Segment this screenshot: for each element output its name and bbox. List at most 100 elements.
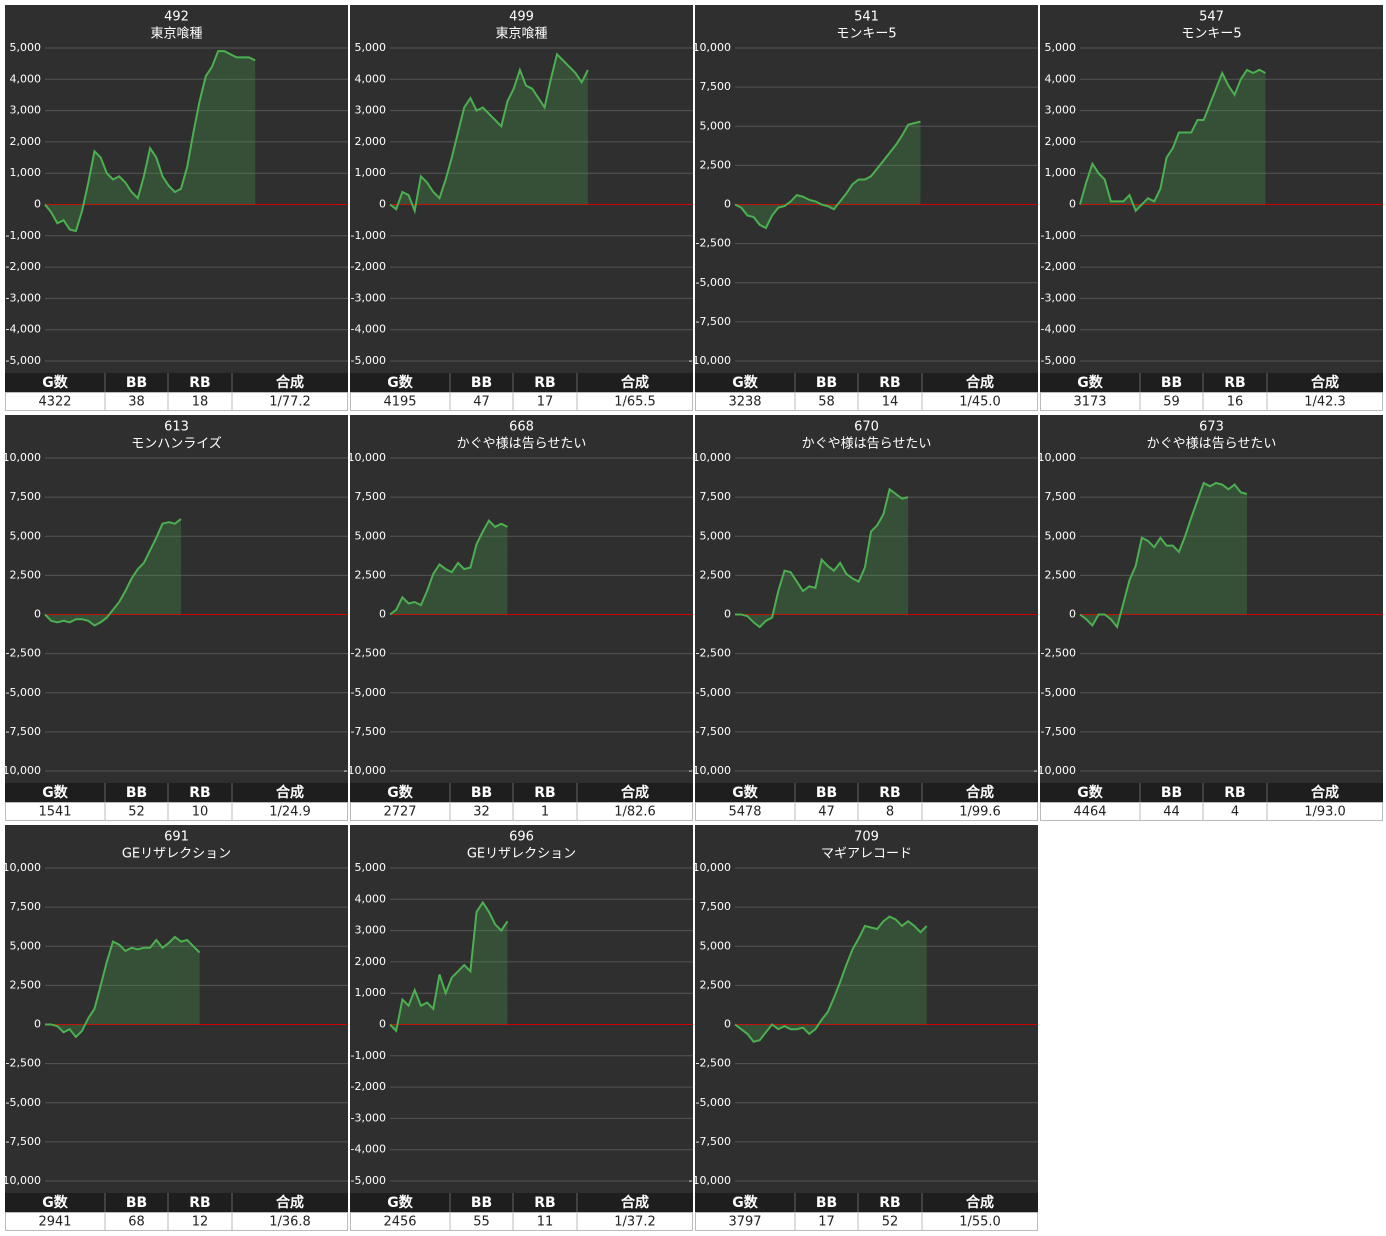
y-tick-label: 0 [34, 1018, 41, 1031]
y-tick-label: -7,500 [696, 1135, 731, 1148]
table-header-bg [695, 1193, 1038, 1212]
y-tick-label: 7,500 [355, 490, 387, 503]
y-tick-label: 10,000 [348, 451, 387, 464]
table-header: 合成 [621, 784, 649, 801]
table-cell: 52 [882, 1215, 899, 1230]
table-row-bg [695, 802, 1038, 821]
table-cell: 1/42.3 [1304, 395, 1346, 410]
table-header: G数 [42, 1194, 68, 1211]
table-cell: 58 [818, 395, 835, 410]
table-header: G数 [387, 1194, 413, 1211]
table-cell: 55 [473, 1215, 490, 1230]
table-cell: 1/45.0 [959, 395, 1001, 410]
table-header: RB [1224, 375, 1245, 391]
y-tick-label: 5,000 [700, 939, 732, 952]
y-tick-label: -5,000 [1041, 354, 1076, 367]
table-header: 合成 [621, 374, 649, 391]
data-line [389, 900, 509, 1033]
table-header: BB [816, 785, 837, 801]
y-tick-label: 1,000 [1045, 166, 1077, 179]
table-cell: 59 [1163, 395, 1180, 410]
panel-background [5, 5, 348, 373]
table-cell: 1/37.2 [614, 1215, 656, 1230]
area-fill [390, 520, 508, 615]
table-row-bg [5, 1212, 348, 1231]
table-cell: 3238 [728, 395, 761, 410]
table-header-bg [350, 373, 693, 392]
table-header: RB [534, 1195, 555, 1211]
table-header: BB [1161, 375, 1182, 391]
y-tick-label: -7,500 [696, 725, 731, 738]
table-cell: 1 [541, 805, 549, 820]
data-line [1079, 68, 1266, 213]
table-cell: 38 [128, 395, 145, 410]
area-fill [45, 51, 256, 232]
machine-number: 673 [1199, 420, 1224, 435]
area-fill [45, 936, 200, 1037]
y-tick-label: 5,000 [10, 939, 42, 952]
table-header-bg [5, 1193, 348, 1212]
y-tick-label: -5,000 [6, 1096, 41, 1109]
table-header-bg [1040, 373, 1383, 392]
data-line [389, 518, 508, 616]
table-header: RB [1224, 785, 1245, 801]
table-header: G数 [42, 374, 68, 391]
table-cell: 11 [537, 1215, 554, 1230]
y-tick-label: 5,000 [10, 529, 42, 542]
machine-number: 541 [854, 10, 879, 25]
y-tick-label: -2,000 [6, 260, 41, 273]
y-tick-label: 10,000 [693, 41, 732, 54]
panel-background [695, 825, 1038, 1193]
y-tick-label: 10,000 [693, 451, 732, 464]
table-cell: 68 [128, 1215, 145, 1230]
data-line [1079, 481, 1248, 630]
table-header: G数 [732, 784, 758, 801]
y-tick-label: -1,000 [351, 1049, 386, 1062]
table-cell: 2727 [383, 805, 416, 820]
panel-background [5, 415, 348, 783]
y-tick-label: -4,000 [6, 323, 41, 336]
y-tick-label: -4,000 [351, 1143, 386, 1156]
table-header: BB [471, 375, 492, 391]
table-header: BB [471, 1195, 492, 1211]
table-row-bg [1040, 802, 1383, 821]
table-cell: 8 [886, 805, 894, 820]
table-header: 合成 [966, 374, 994, 391]
table-row-bg [350, 802, 693, 821]
machine-name: 東京喰種 [150, 26, 202, 42]
y-tick-label: 0 [34, 198, 41, 211]
table-cell: 1/65.5 [614, 395, 656, 410]
table-row-bg [350, 392, 693, 411]
table-row-bg [695, 1212, 1038, 1231]
table-cell: 2941 [38, 1215, 71, 1230]
y-tick-label: 3,000 [1045, 104, 1077, 117]
table-cell: 1/36.8 [269, 1215, 311, 1230]
y-tick-label: -1,000 [6, 229, 41, 242]
machine-panel: 670 かぐや様は告らせたい -10,000 -7,500 -5,000 -2,500 0 2… [689, 415, 1038, 821]
y-tick-label: -1,000 [351, 229, 386, 242]
table-header: 合成 [276, 784, 304, 801]
y-tick-label: 5,000 [700, 119, 732, 132]
y-tick-label: -7,500 [6, 1135, 41, 1148]
table-header-bg [695, 373, 1038, 392]
table-cell: 1/77.2 [269, 395, 311, 410]
y-tick-label: -5,000 [696, 276, 731, 289]
machine-name: モンハンライズ [131, 436, 222, 452]
y-tick-label: 7,500 [1045, 490, 1077, 503]
machine-number: 668 [509, 420, 534, 435]
machine-name: マギアレコード [821, 847, 912, 862]
panel-background [695, 5, 1038, 373]
y-tick-label: 2,500 [700, 568, 732, 581]
table-cell: 32 [473, 805, 490, 820]
data-line [44, 518, 182, 627]
table-header: BB [471, 785, 492, 801]
table-header-bg [695, 783, 1038, 802]
table-header: RB [879, 1195, 900, 1211]
table-header: RB [189, 375, 210, 391]
y-tick-label: 1,000 [10, 166, 42, 179]
y-tick-label: -10,000 [1034, 764, 1076, 777]
y-tick-label: 10,000 [3, 861, 42, 874]
y-tick-label: 4,000 [355, 892, 387, 905]
table-header: RB [534, 375, 555, 391]
